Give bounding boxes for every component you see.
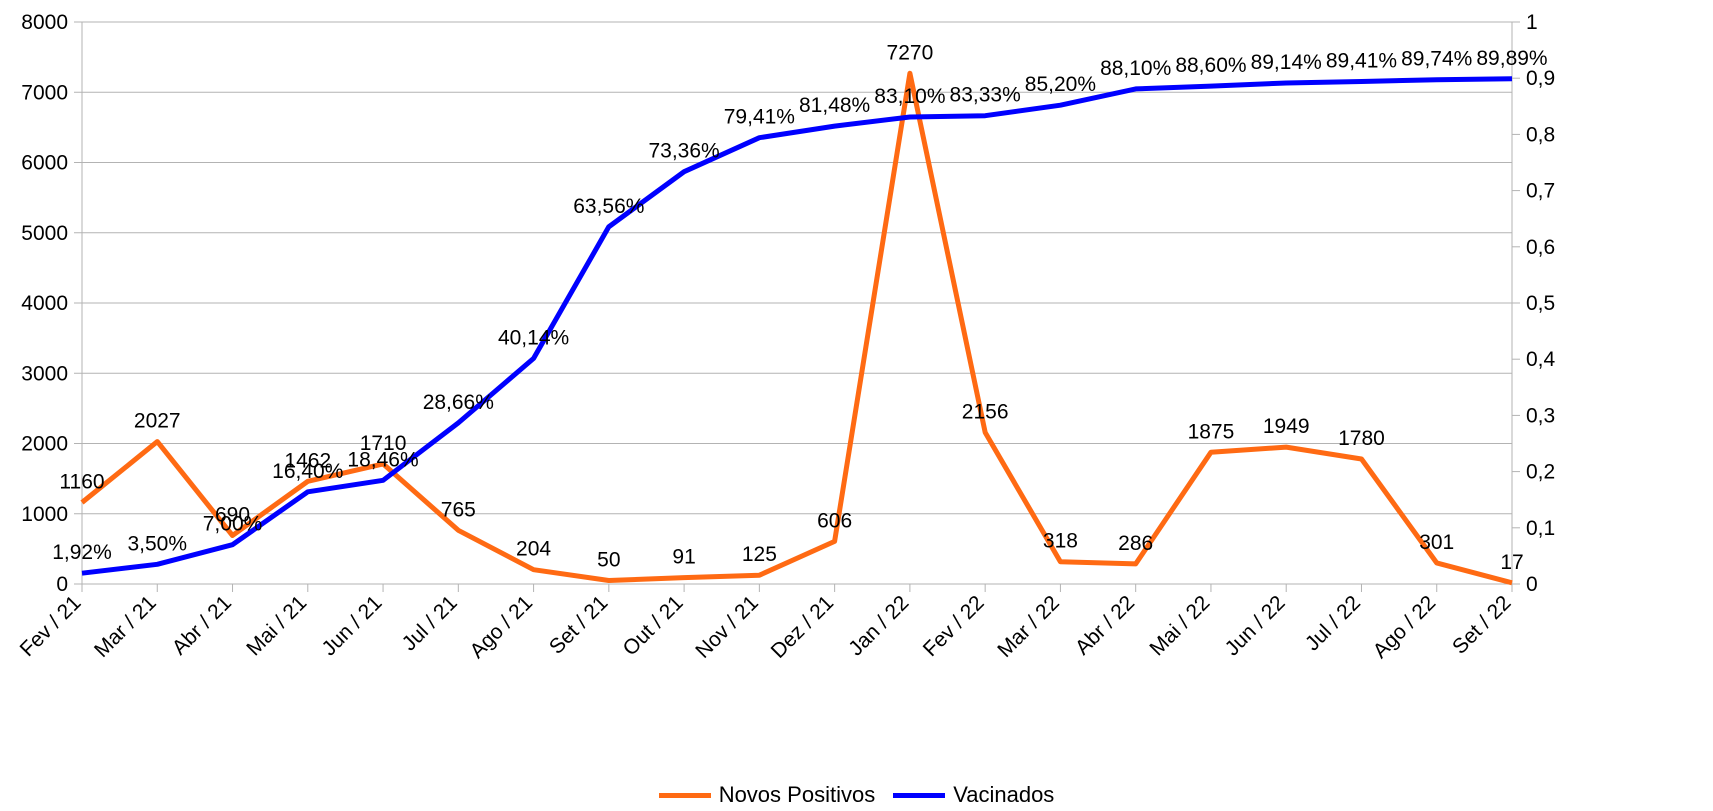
data-label-vacinados: 81,48%	[799, 94, 870, 117]
data-label-novos-positivos: 1949	[1263, 415, 1310, 438]
grid-lines	[82, 21, 1512, 585]
left-tick-label: 7000	[21, 81, 68, 104]
x-tick-label: Mar / 22	[993, 591, 1064, 662]
legend: Novos Positivos Vacinados	[0, 782, 1713, 808]
data-label-vacinados: 28,66%	[423, 391, 494, 414]
data-label-vacinados: 89,14%	[1251, 51, 1322, 74]
x-tick-label: Fev / 22	[919, 591, 989, 661]
data-label-vacinados: 83,33%	[950, 84, 1021, 107]
data-label-novos-positivos: 204	[516, 538, 551, 561]
x-tick-label: Dez / 21	[767, 591, 839, 663]
data-label-novos-positivos: 2156	[962, 401, 1009, 424]
data-label-vacinados: 83,10%	[874, 85, 945, 108]
legend-item-vacinados: Vacinados	[893, 782, 1054, 808]
data-label-vacinados: 40,14%	[498, 326, 569, 349]
x-tick-label: Fev / 21	[16, 591, 86, 661]
x-tick-label: Jan / 22	[844, 591, 913, 660]
left-tick-label: 8000	[21, 11, 68, 34]
legend-label-novos-positivos: Novos Positivos	[718, 782, 876, 807]
left-tick-label: 2000	[21, 433, 68, 456]
data-label-vacinados: 1,92%	[52, 541, 112, 564]
legend-swatch-novos-positivos	[658, 792, 711, 798]
series-line-vacinados	[81, 76, 1513, 576]
data-label-novos-positivos: 301	[1419, 531, 1454, 554]
right-tick-label: 0,1	[1526, 517, 1555, 540]
data-label-vacinados: 3,50%	[127, 532, 187, 555]
left-y-axis: 0 1000 2000 3000 4000 5000 6000 7000 8000	[21, 11, 83, 596]
left-tick-label: 6000	[21, 152, 68, 175]
x-tick-label: Mai / 22	[1145, 591, 1214, 660]
x-tick-label: Jun / 21	[317, 591, 386, 660]
x-tick-label: Jul / 21	[398, 591, 462, 655]
x-tick-label: Mar / 21	[90, 591, 161, 662]
left-tick-label: 0	[56, 573, 68, 596]
legend-item-novos-positivos: Novos Positivos	[658, 782, 876, 808]
left-tick-label: 5000	[21, 222, 68, 245]
x-axis: Fev / 21 Mar / 21 Abr / 21 Mai / 21 Jun / 21…	[16, 583, 1516, 663]
data-label-vacinados: 89,89%	[1476, 47, 1547, 70]
left-tick-label: 1000	[21, 503, 68, 526]
data-label-vacinados: 79,41%	[724, 106, 795, 129]
x-tick-label: Jun / 22	[1221, 591, 1290, 660]
x-tick-label: Ago / 22	[1369, 591, 1441, 663]
legend-swatch-vacinados	[893, 792, 946, 798]
data-label-novos-positivos: 2027	[134, 410, 181, 433]
data-label-vacinados: 73,36%	[648, 140, 719, 163]
data-label-vacinados: 63,56%	[573, 195, 644, 218]
data-label-vacinados: 88,10%	[1100, 57, 1171, 80]
x-tick-label: Mai / 21	[242, 591, 311, 660]
data-label-novos-positivos: 7270	[887, 41, 934, 64]
x-tick-label: Set / 21	[545, 591, 612, 658]
data-label-novos-positivos: 286	[1118, 532, 1153, 555]
x-tick-label: Out / 21	[619, 591, 688, 660]
x-tick-label: Abr / 21	[168, 591, 236, 659]
data-label-vacinados: 7,00%	[203, 513, 263, 536]
data-label-novos-positivos: 1462	[284, 449, 331, 472]
right-tick-label: 0,5	[1526, 292, 1555, 315]
series-line-novos-positivos	[80, 70, 1513, 586]
data-label-vacinados: 85,20%	[1025, 73, 1096, 96]
data-label-vacinados: 18,46%	[347, 448, 418, 471]
data-label-novos-positivos: 1780	[1338, 427, 1385, 450]
data-label-vacinados: 88,60%	[1175, 54, 1246, 77]
x-tick-label: Jul / 22	[1301, 591, 1365, 655]
data-labels: 1160 2027 690 1462 1710 765 204 50 91 125 606 7270 2…	[52, 41, 1547, 574]
right-y-axis: 0 0,1 0,2 0,3 0,4 0,5 0,6 0,7 0,8 0,9 1	[1511, 11, 1556, 596]
right-tick-label: 0,2	[1526, 461, 1555, 484]
data-label-vacinados: 16,40%	[272, 460, 343, 483]
data-label-novos-positivos: 91	[672, 546, 695, 569]
data-label-novos-positivos: 606	[817, 509, 852, 532]
right-tick-label: 0,4	[1526, 348, 1556, 371]
data-label-vacinados: 89,41%	[1326, 50, 1397, 73]
right-tick-label: 0,9	[1526, 67, 1555, 90]
left-tick-label: 3000	[21, 362, 68, 385]
data-label-novos-positivos: 1710	[360, 432, 407, 455]
series-lines	[80, 70, 1513, 586]
data-label-novos-positivos: 1875	[1188, 420, 1235, 443]
data-label-novos-positivos: 50	[597, 548, 620, 571]
right-tick-label: 0,3	[1526, 404, 1555, 427]
data-label-novos-positivos: 690	[215, 504, 250, 527]
data-label-novos-positivos: 125	[742, 543, 777, 566]
x-tick-label: Set / 22	[1448, 591, 1515, 658]
right-tick-label: 0,8	[1526, 123, 1555, 146]
data-label-novos-positivos: 765	[441, 498, 476, 521]
x-tick-label: Ago / 21	[466, 591, 538, 663]
data-label-novos-positivos: 318	[1043, 530, 1078, 553]
data-label-novos-positivos: 1160	[59, 471, 104, 494]
legend-label-vacinados: Vacinados	[953, 782, 1055, 807]
left-tick-label: 4000	[21, 292, 68, 315]
right-tick-label: 0,6	[1526, 236, 1555, 259]
right-tick-label: 0	[1526, 573, 1538, 596]
right-tick-label: 1	[1526, 11, 1538, 34]
data-label-vacinados: 89,74%	[1401, 48, 1472, 71]
x-tick-label: Nov / 21	[691, 591, 763, 663]
x-tick-label: Abr / 22	[1071, 591, 1139, 659]
data-label-novos-positivos: 17	[1500, 551, 1523, 574]
right-tick-label: 0,7	[1526, 180, 1555, 203]
